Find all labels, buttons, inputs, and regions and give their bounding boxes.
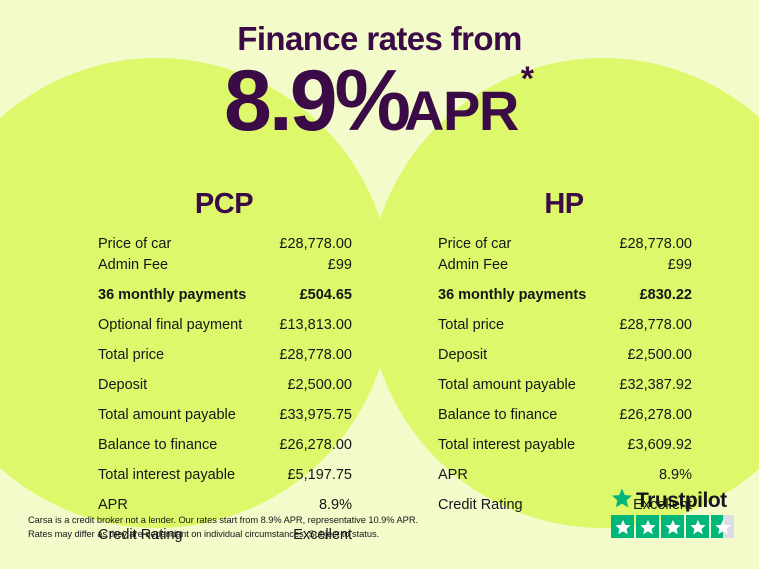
finance-row: Total interest payable £5,197.75	[98, 468, 352, 483]
finance-row: Price of car £28,778.00	[98, 237, 352, 252]
finance-row-value: £28,778.00	[619, 236, 692, 252]
finance-row: Total price £28,778.00	[98, 348, 352, 363]
finance-row-label: 36 monthly payments	[98, 286, 247, 303]
finance-row: Total amount payable £32,387.92	[438, 378, 692, 393]
finance-row-value: £28,778.00	[619, 317, 692, 333]
finance-row-label: Optional final payment	[98, 317, 243, 333]
finance-row: Deposit £2,500.00	[438, 348, 692, 363]
finance-row: Deposit £2,500.00	[98, 378, 352, 393]
trustpilot-star-half	[711, 515, 734, 538]
finance-row-label: Deposit	[438, 347, 488, 363]
finance-rows-pcp: Price of car £28,778.00 Admin Fee £99 36 mon…	[78, 237, 370, 543]
trustpilot-wordmark: Trustpilot	[636, 488, 727, 512]
finance-row-value: £33,975.75	[279, 407, 352, 423]
finance-row: Total price £28,778.00	[438, 318, 692, 333]
finance-row-value: £2,500.00	[287, 377, 352, 393]
finance-row-value: £2,500.00	[627, 347, 692, 363]
trustpilot-star-full	[661, 515, 684, 538]
finance-row-value: £28,778.00	[279, 236, 352, 252]
trustpilot-rating[interactable]: Trustpilot	[611, 487, 737, 538]
trustpilot-stars	[611, 515, 737, 538]
finance-row: Admin Fee £99	[438, 256, 692, 273]
finance-row: Admin Fee £99	[98, 256, 352, 273]
hero-rate-asterisk: *	[520, 60, 534, 98]
finance-row-label: Total interest payable	[438, 437, 576, 453]
finance-row-label: Admin Fee	[98, 256, 169, 273]
finance-row-label: Credit Rating	[98, 527, 183, 543]
trustpilot-star-full	[636, 515, 659, 538]
finance-row-value: £26,278.00	[279, 437, 352, 453]
finance-row: Total interest payable £3,609.92	[438, 438, 692, 453]
hero-rate: 8.9%APR*	[0, 58, 759, 144]
finance-row: 36 monthly payments £504.65	[98, 286, 352, 303]
finance-row-label: Price of car	[98, 236, 172, 252]
finance-row: APR 8.9%	[98, 498, 352, 513]
finance-row-label: Total price	[438, 317, 505, 333]
finance-row: Credit Rating Excellent	[98, 528, 352, 543]
trustpilot-star-full	[686, 515, 709, 538]
finance-row-value: 8.9%	[318, 497, 352, 513]
finance-row-label: Total price	[98, 347, 165, 363]
finance-row-label: Total amount payable	[438, 377, 576, 393]
finance-row-value: £32,387.92	[619, 377, 692, 393]
finance-row: APR 8.9%	[438, 468, 692, 483]
background-circle-left	[0, 58, 392, 528]
finance-row-label: Deposit	[98, 377, 148, 393]
finance-row-value: £504.65	[299, 286, 352, 303]
trustpilot-star-full	[611, 515, 634, 538]
background-circle-right	[368, 58, 759, 528]
finance-row-label: Balance to finance	[438, 407, 558, 423]
finance-row-value: £99	[327, 256, 352, 273]
disclaimer-text: Carsa is a credit broker not a lender. O…	[28, 513, 458, 542]
disclaimer-line-2: Rates may differ as they are dependant o…	[28, 529, 380, 540]
finance-row-value: £99	[667, 256, 692, 273]
finance-row-value: Excellent	[293, 527, 352, 543]
disclaimer-line-1: Carsa is a credit broker not a lender. O…	[28, 515, 419, 525]
finance-row-label: 36 monthly payments	[438, 286, 587, 303]
column-title-hp: HP	[544, 188, 584, 220]
finance-row-label: Total interest payable	[98, 467, 236, 483]
finance-row-label: APR	[438, 467, 468, 483]
finance-row-label: Price of car	[438, 236, 512, 252]
finance-row-value: Excellent	[633, 497, 692, 513]
finance-row: Optional final payment £13,813.00	[98, 318, 352, 333]
finance-row-value: 8.9%	[658, 467, 692, 483]
finance-row-value: £830.22	[639, 286, 692, 303]
finance-column-pcp: PCP Price of car £28,778.00 Admin Fee £99 36…	[78, 190, 370, 558]
finance-row-label: Credit Rating	[438, 497, 523, 513]
finance-row-label: Admin Fee	[438, 256, 509, 273]
page-title: Finance rates from	[237, 20, 522, 57]
finance-row-value: £5,197.75	[287, 467, 352, 483]
hero-rate-unit: APR	[404, 79, 519, 142]
finance-rows-hp: Price of car £28,778.00 Admin Fee £99 36 mon…	[418, 237, 710, 513]
finance-row-value: £28,778.00	[279, 347, 352, 363]
finance-column-hp: HP Price of car £28,778.00 Admin Fee £99 36 …	[418, 190, 710, 528]
finance-row: 36 monthly payments £830.22	[438, 286, 692, 303]
finance-row: Total amount payable £33,975.75	[98, 408, 352, 423]
finance-row-value: £13,813.00	[279, 317, 352, 333]
trustpilot-logo: Trustpilot	[611, 487, 737, 514]
finance-row: Price of car £28,778.00	[438, 237, 692, 252]
finance-row: Credit Rating Excellent	[438, 498, 692, 513]
finance-row-label: Balance to finance	[98, 437, 218, 453]
finance-row-label: Total amount payable	[98, 407, 236, 423]
finance-row: Balance to finance £26,278.00	[98, 438, 352, 453]
column-title-pcp: PCP	[194, 188, 254, 220]
hero-rate-value: 8.9%	[224, 53, 411, 149]
trustpilot-star-icon	[611, 487, 633, 514]
finance-row-value: £3,609.92	[627, 437, 692, 453]
finance-row: Balance to finance £26,278.00	[438, 408, 692, 423]
finance-row-label: APR	[98, 497, 128, 513]
finance-row-value: £26,278.00	[619, 407, 692, 423]
